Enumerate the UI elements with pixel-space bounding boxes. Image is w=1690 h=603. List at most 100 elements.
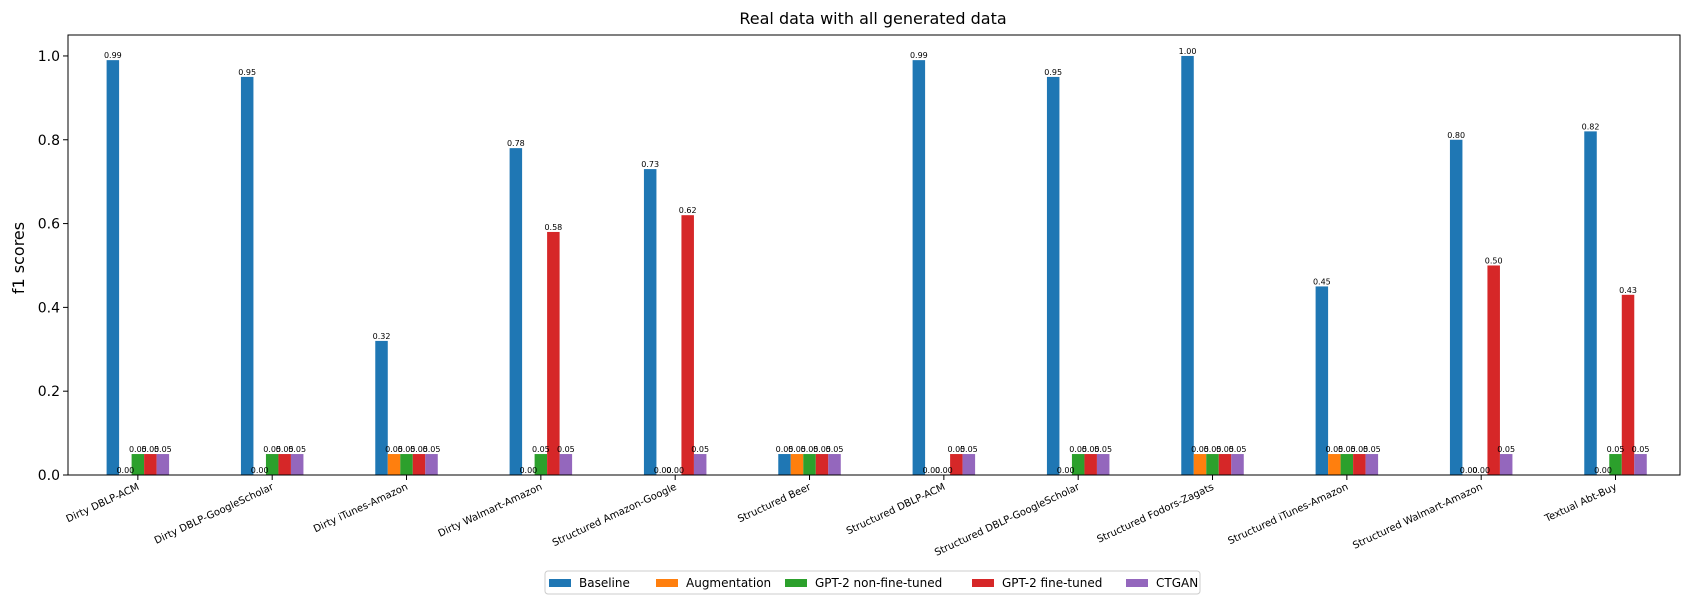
bar-value-label: 0.00 (922, 466, 940, 475)
bar (1315, 286, 1329, 475)
bar (387, 454, 401, 475)
bar (425, 454, 438, 475)
y-tick-label: 1.0 (38, 49, 60, 65)
bar (962, 454, 976, 475)
bar (1353, 454, 1366, 475)
bar-value-label: 0.05 (129, 445, 147, 454)
bar (559, 454, 573, 475)
bar-value-label: 0.05 (423, 445, 441, 454)
y-tick-label: 0.0 (38, 468, 60, 484)
bar-value-label: 0.05 (1607, 445, 1625, 454)
legend-label: Augmentation (686, 576, 771, 590)
bar (643, 169, 657, 475)
bar-value-label: 0.73 (641, 160, 659, 169)
bar-value-label: 0.05 (1325, 445, 1343, 454)
bar-value-label: 0.00 (1057, 466, 1075, 475)
bar-value-label: 0.95 (238, 68, 256, 77)
bars-group (106, 55, 1647, 476)
bar-value-label: 0.05 (410, 445, 428, 454)
bar-value-label: 0.05 (788, 445, 806, 454)
bar (1609, 454, 1622, 475)
legend-label: CTGAN (1156, 576, 1198, 590)
bar (1449, 139, 1463, 475)
bar (1499, 454, 1513, 475)
bar-value-label: 0.50 (1485, 256, 1503, 265)
bar (547, 231, 560, 475)
bar-value-label: 0.05 (154, 445, 172, 454)
bar-value-label: 0.05 (1229, 445, 1247, 454)
bar (1231, 454, 1244, 475)
bar-value-label: 0.05 (398, 445, 416, 454)
bar (1487, 265, 1500, 475)
bar-value-label: 0.05 (1350, 445, 1368, 454)
bar-value-label: 0.05 (276, 445, 294, 454)
y-tick-label: 0.8 (38, 133, 60, 149)
bar (1193, 454, 1207, 475)
bar (375, 340, 388, 475)
bar-value-label: 0.05 (1082, 445, 1100, 454)
bar (1634, 454, 1647, 475)
legend-label: Baseline (579, 576, 630, 590)
bar-value-label: 0.05 (1497, 445, 1515, 454)
bar (156, 454, 170, 475)
bar (1218, 454, 1232, 475)
bar-value-label: 0.00 (654, 466, 672, 475)
bar-value-label: 0.00 (1472, 466, 1490, 475)
bar-value-label: 0.05 (557, 445, 575, 454)
bar-value-label: 0.00 (251, 466, 269, 475)
bar-value-label: 0.00 (666, 466, 684, 475)
legend-swatch (785, 579, 807, 587)
bar (534, 454, 548, 475)
legend-item: GPT-2 non-fine-tuned (785, 576, 942, 590)
bar-value-label: 0.62 (679, 206, 697, 215)
bar-value-label: 0.05 (776, 445, 794, 454)
legend-item: Augmentation (656, 576, 771, 590)
legend-swatch (549, 579, 571, 587)
bar-value-label: 0.32 (373, 332, 391, 341)
bar (144, 454, 157, 475)
bar-value-label: 0.05 (263, 445, 281, 454)
legend-label: GPT-2 fine-tuned (1002, 576, 1102, 590)
bar (278, 454, 291, 475)
legend-item: GPT-2 fine-tuned (972, 576, 1102, 590)
legend-item: Baseline (549, 576, 630, 590)
bar-value-label: 1.00 (1179, 47, 1197, 56)
bar (509, 148, 523, 475)
bar-value-label: 0.05 (1632, 445, 1650, 454)
plot-frame (67, 34, 1681, 476)
bar-value-label: 0.05 (288, 445, 306, 454)
bar-value-label: 0.05 (813, 445, 831, 454)
bar-labels-group: 0.990.000.050.050.050.950.000.050.050.05… (104, 47, 1649, 475)
bar-value-label: 0.95 (1044, 68, 1062, 77)
bar (1206, 454, 1219, 475)
bar (1046, 76, 1060, 476)
bar-value-label: 0.05 (1216, 445, 1234, 454)
chart-title: Real data with all generated data (739, 9, 1006, 28)
legend: Baseline Augmentation GPT-2 non-fine-tuned… (544, 570, 1201, 595)
bar (790, 454, 804, 475)
bar (240, 76, 254, 476)
bar-value-label: 0.00 (116, 466, 134, 475)
bar (681, 215, 694, 475)
legend-box (544, 570, 1201, 595)
bar (1365, 454, 1379, 475)
bar (950, 454, 963, 475)
bar-value-label: 0.05 (1094, 445, 1112, 454)
bar-value-label: 0.82 (1582, 122, 1600, 131)
bar (265, 454, 279, 475)
bar-value-label: 0.05 (1204, 445, 1222, 454)
bar (803, 454, 816, 475)
bar (778, 454, 791, 475)
bar-value-label: 0.05 (1363, 445, 1381, 454)
bar-value-label: 0.05 (532, 445, 550, 454)
y-tick-label: 0.4 (38, 300, 60, 316)
bar-value-label: 0.05 (385, 445, 403, 454)
bar-value-label: 0.05 (826, 445, 844, 454)
bar-value-label: 0.99 (104, 51, 122, 60)
bar-value-label: 0.05 (960, 445, 978, 454)
bar-value-label: 0.05 (141, 445, 159, 454)
bar (1084, 454, 1097, 475)
bar (693, 454, 707, 475)
